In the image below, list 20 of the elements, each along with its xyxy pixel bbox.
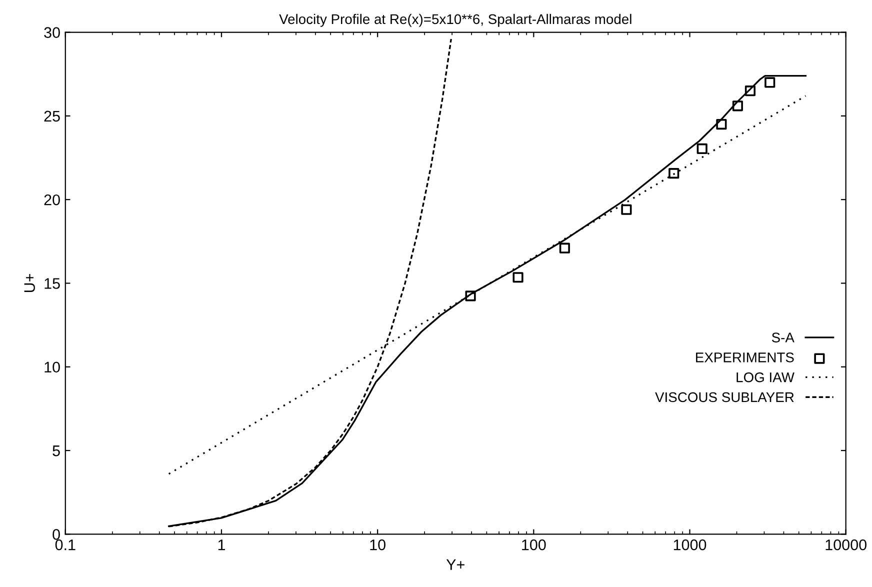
x-tick-label: 1000 [674, 539, 706, 550]
x-tick-label: 1 [218, 540, 225, 550]
chart-title: Velocity Profile at Re(x)=5x10**6, Spalart-Allmaras model [279, 14, 632, 27]
y-tick-label: 5 [52, 446, 60, 456]
legend-label: LOG IAW [736, 372, 794, 382]
x-tick-label: 0.1 [55, 539, 76, 550]
y-tick-label: 30 [44, 27, 60, 38]
legend-label: S-A [772, 332, 794, 342]
y-tick-label: 25 [44, 110, 60, 122]
y-tick-label: 10 [44, 362, 60, 373]
x-tick-label: 10000 [826, 539, 866, 550]
legend-label: EXPERIMENTS [696, 352, 794, 362]
x-axis-title: Y+ [446, 559, 464, 570]
y-tick-label: 15 [44, 278, 60, 289]
y-axis-title: U+ [24, 274, 35, 292]
x-tick-label: 10 [370, 539, 386, 550]
y-tick-label: 20 [44, 194, 60, 206]
y-tick-label: 0 [52, 529, 60, 540]
legend-label: VISCOUS SUBLAYER [655, 392, 794, 402]
x-tick-label: 100 [522, 539, 546, 550]
